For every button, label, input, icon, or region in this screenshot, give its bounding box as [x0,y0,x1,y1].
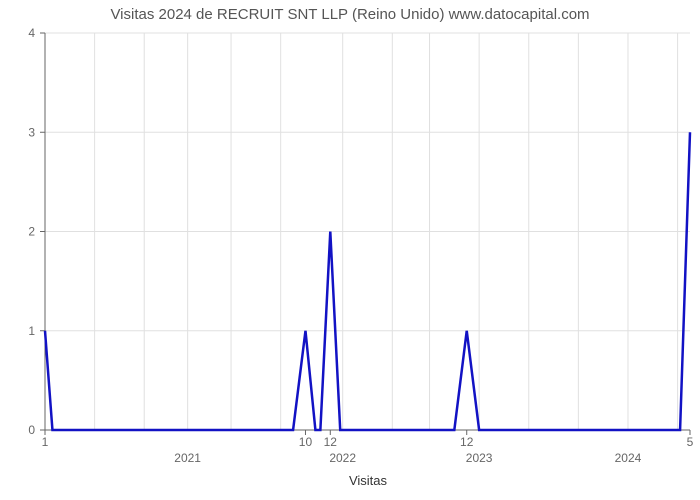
svg-text:10: 10 [299,435,313,449]
svg-text:0: 0 [28,423,35,437]
svg-text:2: 2 [28,225,35,239]
chart-area: 01234110121252021202220232024 [0,25,700,465]
chart-title: Visitas 2024 de RECRUIT SNT LLP (Reino U… [0,0,700,25]
legend: Visitas [0,465,700,495]
svg-text:1: 1 [28,324,35,338]
svg-text:5: 5 [687,435,694,449]
svg-text:2023: 2023 [466,451,493,465]
svg-text:12: 12 [460,435,474,449]
svg-text:2022: 2022 [329,451,356,465]
svg-text:1: 1 [42,435,49,449]
line-chart-svg: 01234110121252021202220232024 [0,25,700,465]
svg-text:2021: 2021 [174,451,201,465]
legend-label: Visitas [349,473,387,488]
svg-text:2024: 2024 [615,451,642,465]
svg-text:12: 12 [324,435,338,449]
svg-text:3: 3 [28,125,35,139]
svg-text:4: 4 [28,26,35,40]
